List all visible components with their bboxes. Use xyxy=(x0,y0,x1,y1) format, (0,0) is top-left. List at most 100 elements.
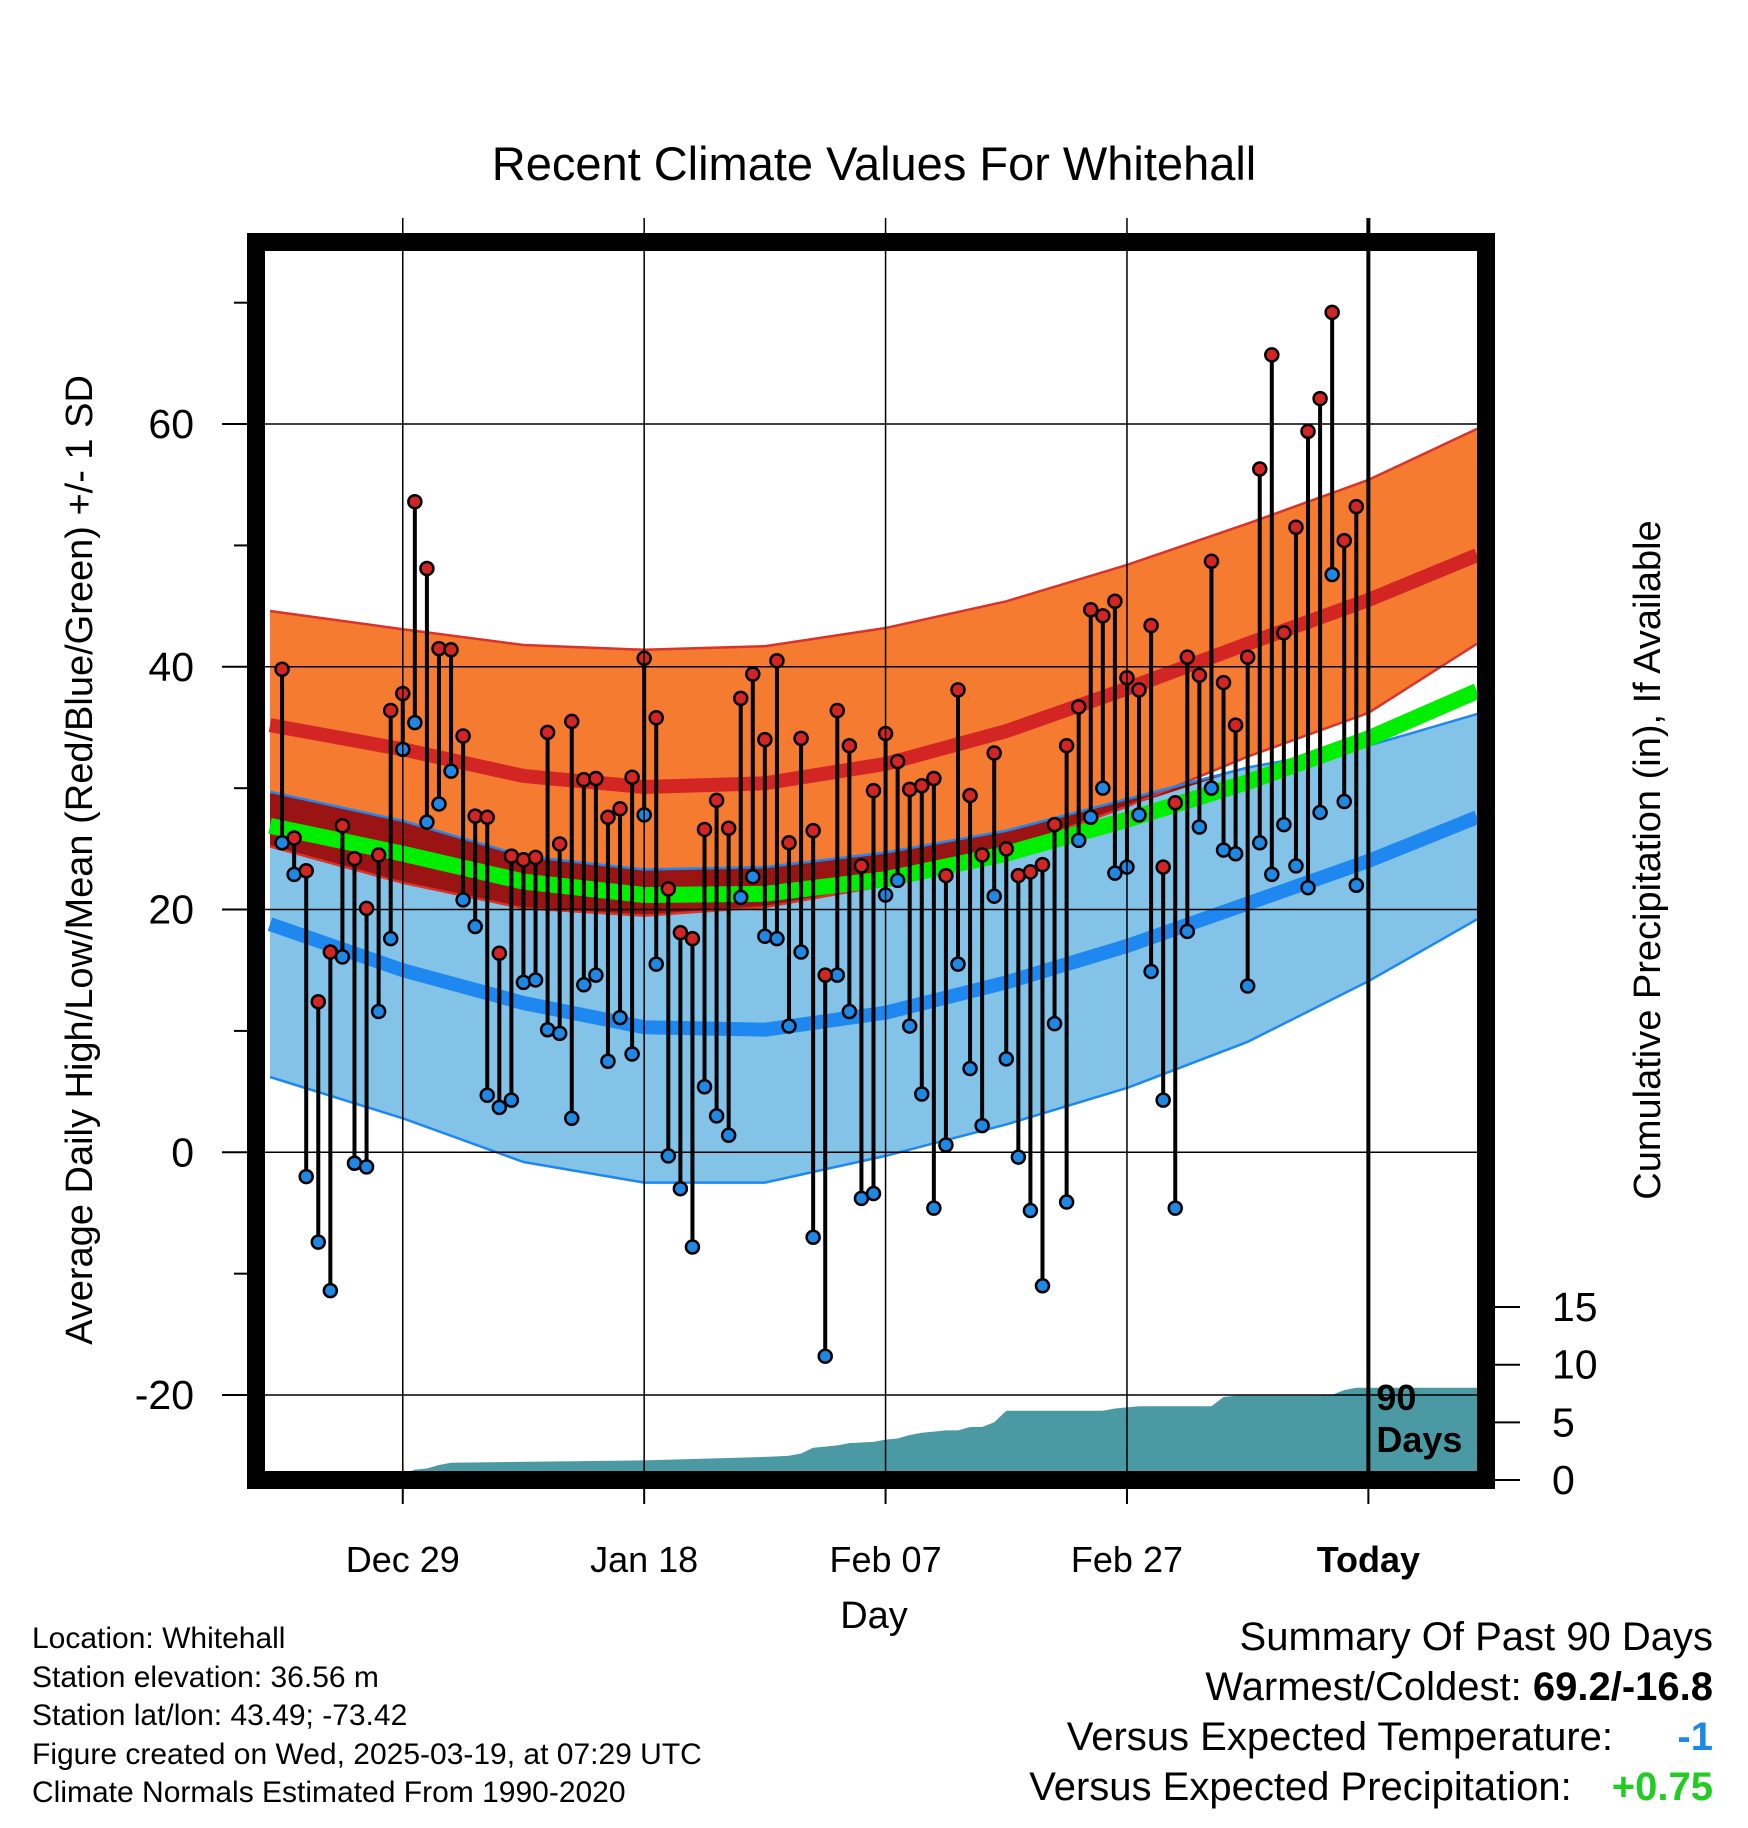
low-point xyxy=(1022,1202,1039,1219)
low-point xyxy=(1239,978,1256,994)
warm-cold-row: Warmest/Coldest: 69.2/-16.8 xyxy=(1029,1662,1713,1712)
low-point xyxy=(1179,923,1196,940)
high-point xyxy=(672,924,689,941)
y2-tick-label: 15 xyxy=(1552,1284,1598,1330)
precip-label: Versus Expected Precipitation: xyxy=(1029,1765,1572,1809)
low-point xyxy=(901,1018,918,1034)
low-point xyxy=(793,944,809,960)
low-point xyxy=(817,1348,833,1364)
high-point xyxy=(479,809,496,826)
high-point xyxy=(1131,682,1147,698)
low-point xyxy=(576,977,592,993)
low-point xyxy=(443,763,459,779)
high-point xyxy=(527,849,544,866)
today-marker-label: Days xyxy=(1376,1419,1462,1460)
high-point xyxy=(986,745,1002,761)
high-point xyxy=(1070,699,1087,715)
low-point xyxy=(672,1180,689,1197)
low-point xyxy=(1203,780,1220,796)
high-point xyxy=(732,690,749,707)
high-point xyxy=(696,821,713,838)
low-point xyxy=(467,918,483,935)
created-text: Figure created on Wed, 2025-03-19, at 07… xyxy=(32,1737,702,1771)
low-point xyxy=(684,1239,701,1255)
high-point xyxy=(274,661,290,677)
low-point xyxy=(624,1046,640,1062)
low-point xyxy=(696,1079,713,1095)
high-point xyxy=(443,642,459,658)
low-point xyxy=(431,796,447,812)
high-point xyxy=(382,702,399,719)
y-tick-label: -20 xyxy=(135,1372,194,1418)
low-point xyxy=(781,1018,797,1034)
low-point xyxy=(1324,566,1340,583)
high-point xyxy=(998,841,1015,857)
high-point xyxy=(1046,816,1063,833)
low-point xyxy=(1143,963,1159,980)
high-point xyxy=(612,801,628,817)
low-point xyxy=(950,956,966,972)
x-tick-label: Today xyxy=(1317,1539,1420,1580)
low-point xyxy=(1070,832,1087,849)
high-point xyxy=(938,867,954,884)
low-point xyxy=(1083,809,1099,826)
high-point xyxy=(1227,717,1244,733)
low-point xyxy=(974,1117,990,1134)
low-point xyxy=(1058,1194,1075,1210)
high-point xyxy=(660,881,677,897)
low-point xyxy=(322,1282,339,1299)
high-point xyxy=(1276,625,1292,641)
low-point xyxy=(962,1060,978,1077)
y2-tick-label: 5 xyxy=(1552,1399,1575,1445)
x-tick-label: Dec 29 xyxy=(346,1539,460,1580)
high-point xyxy=(334,818,351,834)
high-point xyxy=(684,930,701,947)
low-point xyxy=(551,1025,568,1042)
low-point xyxy=(1131,807,1147,823)
axes: -20 0 20 40 60 0 5 10 15 Dec 29 Jan 18 Feb 07 Feb 27… xyxy=(135,233,1598,1580)
high-point xyxy=(491,945,508,961)
low-point xyxy=(1155,1092,1171,1108)
low-point xyxy=(1251,835,1268,851)
high-point xyxy=(708,792,725,809)
high-point xyxy=(286,830,302,846)
normals-text: Climate Normals Estimated From 1990-2020 xyxy=(32,1776,626,1809)
warm-cold-label: Warmest/Coldest: xyxy=(1205,1665,1522,1709)
low-point xyxy=(841,1003,858,1020)
low-point xyxy=(1276,816,1292,833)
low-point xyxy=(1191,819,1208,835)
chart-title: Recent Climate Values For Whitehall xyxy=(492,137,1256,190)
high-point xyxy=(757,731,773,748)
low-point xyxy=(407,714,423,731)
high-point xyxy=(407,493,423,510)
high-point xyxy=(817,967,833,983)
high-point xyxy=(962,787,978,804)
high-point xyxy=(322,944,339,960)
high-point xyxy=(769,652,785,669)
low-point xyxy=(986,888,1002,904)
low-point xyxy=(1288,858,1304,874)
high-point xyxy=(1300,423,1316,440)
latlon-text: Station lat/lon: 43.49; -73.42 xyxy=(32,1699,408,1732)
high-point xyxy=(950,682,966,698)
high-point xyxy=(720,820,737,836)
low-point xyxy=(708,1108,725,1124)
warm-cold-value: 69.2/-16.8 xyxy=(1532,1665,1713,1709)
high-point xyxy=(805,822,821,839)
high-point xyxy=(1203,553,1220,569)
high-point xyxy=(1034,856,1051,873)
high-point xyxy=(515,852,532,868)
low-point xyxy=(455,892,471,908)
high-point xyxy=(298,862,314,879)
high-point xyxy=(1239,649,1256,665)
low-point xyxy=(1348,877,1365,894)
x-tick-label: Feb 27 xyxy=(1071,1539,1183,1580)
x-tick-label: Jan 18 xyxy=(590,1539,698,1580)
high-point xyxy=(1191,667,1208,684)
station-info: Location: Whitehall Station elevation: 3… xyxy=(32,1620,702,1813)
high-point xyxy=(781,835,797,851)
low-point xyxy=(1264,866,1280,883)
low-point xyxy=(564,1110,580,1127)
low-point xyxy=(1046,1015,1063,1032)
